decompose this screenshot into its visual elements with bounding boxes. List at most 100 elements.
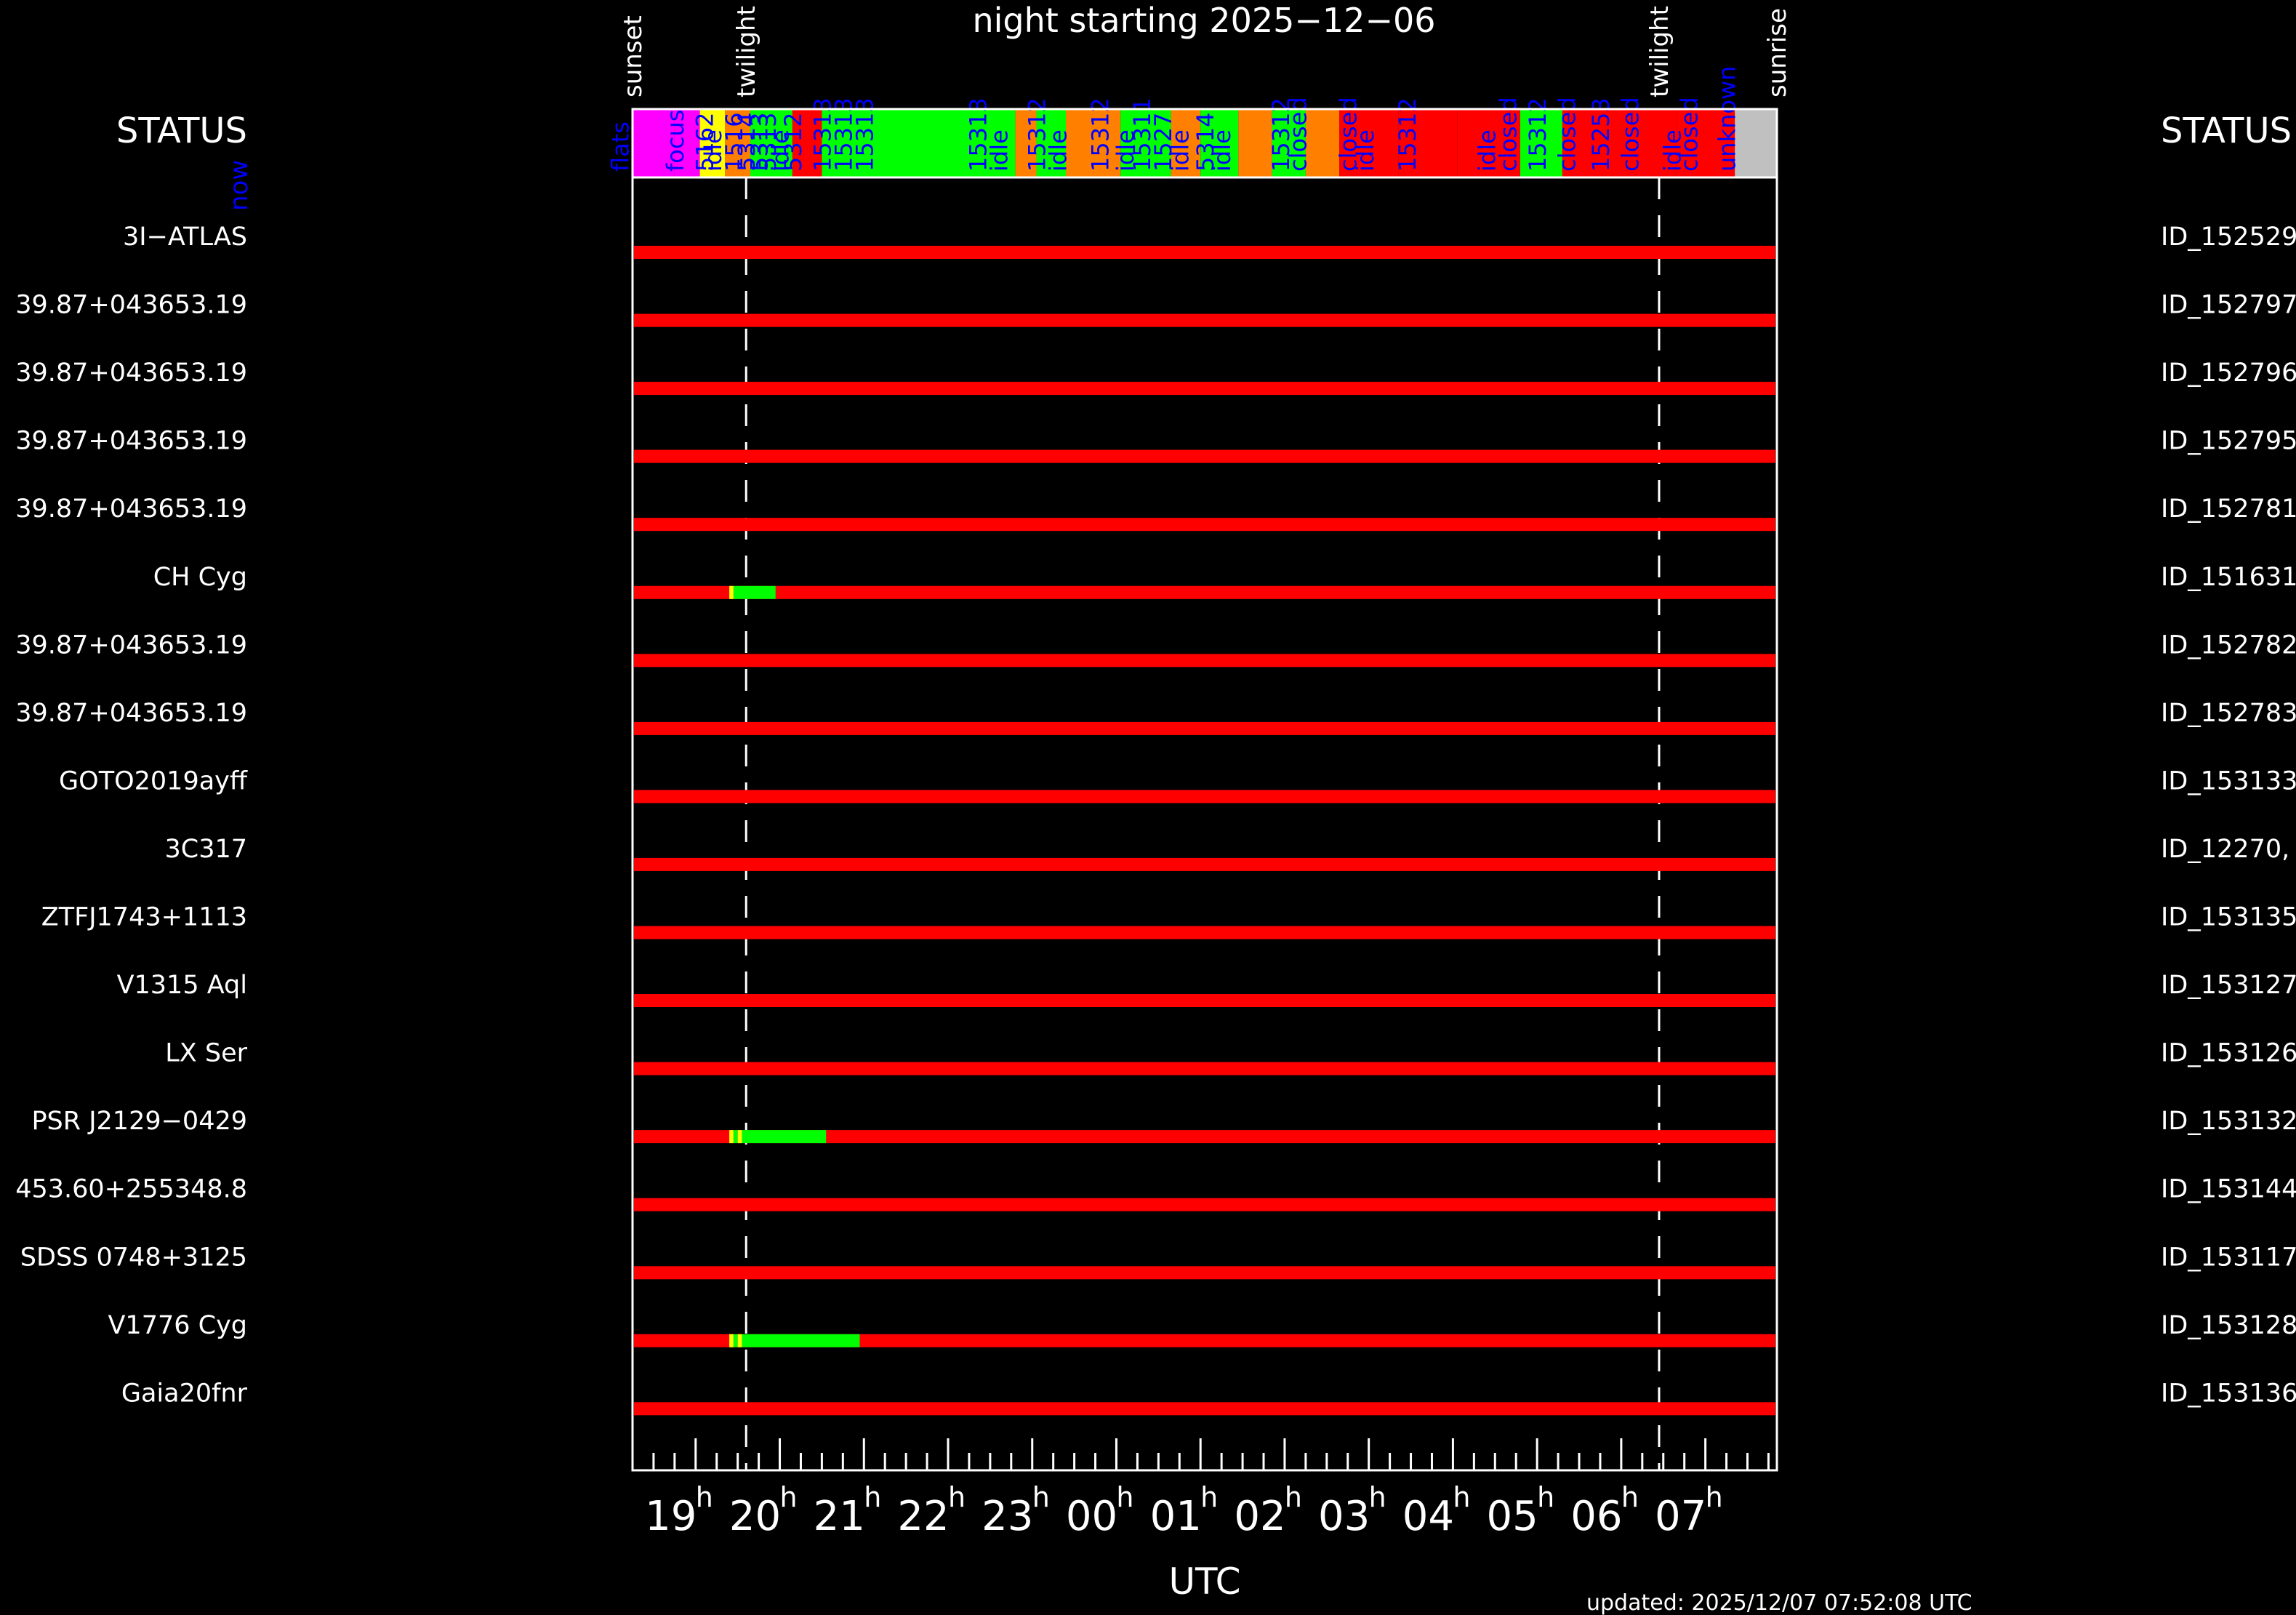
status-label-0: flats — [607, 121, 635, 172]
target-row: ZTFJ1743+1113 ID_153135 — [41, 903, 2296, 939]
x-tick-suffix: h — [1706, 1481, 1723, 1513]
status-segment-9 — [1066, 109, 1121, 177]
target-name: 39.87+043653.19 — [15, 291, 247, 320]
target-row: GOTO2019ayff ID_153133 — [59, 766, 2296, 804]
target-id: ID_151631 — [2161, 563, 2296, 592]
target-id: ID_153136 — [2161, 1379, 2296, 1408]
status-segment-8 — [1036, 109, 1067, 177]
visibility-bar — [634, 449, 1775, 463]
target-id: ID_153126 — [2161, 1039, 2296, 1068]
status-label-20: 1527 — [1149, 113, 1177, 172]
x-tick-label: 21 — [814, 1493, 865, 1540]
status-label-4: 1516 — [720, 113, 748, 172]
x-tick-label: 23 — [982, 1493, 1033, 1540]
x-tick-suffix: h — [1369, 1481, 1386, 1513]
status-right-label: STATUS — [2161, 111, 2292, 151]
target-rows: 3I−ATLAS ID_152529 39.87+043653.19 ID_15279… — [15, 223, 2296, 1416]
visibility-bar — [634, 654, 1775, 668]
status-segment-10 — [1120, 109, 1171, 177]
observed-segment — [737, 1130, 742, 1144]
target-row: 453.60+255348.8 ID_153144 — [15, 1175, 2296, 1211]
status-segment-19 — [1520, 109, 1562, 177]
target-row: 39.87+043653.19 ID_152797 — [15, 291, 2296, 327]
target-id: ID_152529 — [2161, 223, 2296, 252]
visibility-bar — [634, 926, 1775, 939]
status-segment-14 — [1272, 109, 1306, 177]
status-bar — [633, 109, 1777, 177]
visibility-bar — [634, 1130, 1775, 1144]
x-tick-suffix: h — [1032, 1481, 1050, 1513]
visibility-bar — [634, 1402, 1775, 1416]
visibility-bar — [634, 721, 1775, 735]
visibility-bar — [634, 585, 1775, 599]
status-segment-2 — [699, 109, 726, 177]
status-label-8: idle — [767, 129, 795, 172]
x-axis-label: UTC — [1168, 1560, 1240, 1603]
observed-segment — [729, 585, 734, 599]
x-tick-label: 02 — [1234, 1493, 1285, 1540]
target-row: V1315 Aql ID_153127 — [117, 971, 2296, 1007]
status-label-18: idle — [1112, 129, 1139, 172]
target-row: PSR J2129−0429 ID_153132 — [31, 1107, 2296, 1144]
target-row: V1776 Cyg ID_153128 — [108, 1311, 2296, 1347]
x-tick-suffix: h — [1537, 1481, 1554, 1513]
observed-segment — [742, 1130, 827, 1144]
observed-segment — [729, 1334, 734, 1347]
plot-frame — [631, 108, 1778, 1472]
visibility-bar — [634, 1198, 1775, 1211]
status-segment-15 — [1305, 109, 1340, 177]
target-name: V1776 Cyg — [108, 1311, 247, 1340]
updated-timestamp: updated: 2025/12/07 07:52:08 UTC — [1586, 1590, 1972, 1615]
status-segment-1 — [674, 109, 700, 177]
status-segment-6 — [822, 109, 1016, 177]
target-name: 3C317 — [164, 835, 247, 864]
status-segment-17 — [1398, 109, 1458, 177]
visibility-bar — [634, 313, 1775, 327]
visibility-bar — [634, 1266, 1775, 1280]
target-row: Gaia20fnr ID_153136 — [121, 1379, 2296, 1416]
target-name: 39.87+043653.19 — [15, 699, 247, 728]
target-name: 39.87+043653.19 — [15, 358, 247, 388]
now-marker-label: now — [225, 160, 254, 211]
x-tick-label: 22 — [897, 1493, 949, 1540]
status-label-29: idle — [1474, 129, 1501, 172]
status-label-6: 5313 — [746, 113, 774, 172]
x-tick-label: 06 — [1570, 1493, 1622, 1540]
event-markers: sunset twilight twilight sunrise — [619, 6, 1792, 1470]
chart-title: night starting 2025−12−06 — [972, 1, 1435, 40]
target-row: 3I−ATLAS ID_152529 — [123, 223, 2296, 259]
target-row: LX Ser ID_153126 — [165, 1039, 2296, 1075]
target-row: SDSS 0748+3125 ID_153117 — [20, 1243, 2296, 1280]
status-segment-13 — [1238, 109, 1272, 177]
target-id: ID_153144 — [2161, 1175, 2296, 1204]
status-segment-5 — [792, 109, 822, 177]
status-label-2: 5162 — [691, 113, 718, 172]
target-name: V1315 Aql — [117, 971, 247, 1000]
x-tick-suffix: h — [1285, 1481, 1302, 1513]
status-label-9: 5312 — [779, 113, 807, 172]
target-row: 39.87+043653.19 ID_152783 — [15, 699, 2296, 735]
x-tick-suffix: h — [948, 1481, 966, 1513]
status-label-23: idle — [1208, 129, 1236, 172]
x-tick-label: 05 — [1487, 1493, 1538, 1540]
status-label-7: 5313 — [754, 113, 782, 172]
target-id: ID_153128 — [2161, 1311, 2296, 1340]
x-tick-label: 01 — [1150, 1493, 1202, 1540]
target-row: 39.87+043653.19 ID_152782 — [15, 630, 2296, 668]
x-tick-label: 19 — [645, 1493, 697, 1540]
status-segment-20 — [1562, 109, 1677, 177]
target-name: 39.87+043653.19 — [15, 630, 247, 660]
target-id: ID_153133 — [2161, 766, 2296, 796]
status-segment-16 — [1339, 109, 1399, 177]
target-name: ZTFJ1743+1113 — [41, 903, 247, 932]
visibility-bar — [634, 1334, 1775, 1347]
target-id: ID_153127 — [2161, 971, 2296, 1000]
event-label-sunset-0: sunset — [619, 15, 648, 97]
x-tick-label: 20 — [729, 1493, 781, 1540]
target-name: 3I−ATLAS — [123, 223, 247, 252]
visibility-bar — [634, 382, 1775, 396]
x-tick-suffix: h — [1200, 1481, 1218, 1513]
status-segment-7 — [1015, 109, 1037, 177]
status-label-16: idle — [1045, 129, 1072, 172]
